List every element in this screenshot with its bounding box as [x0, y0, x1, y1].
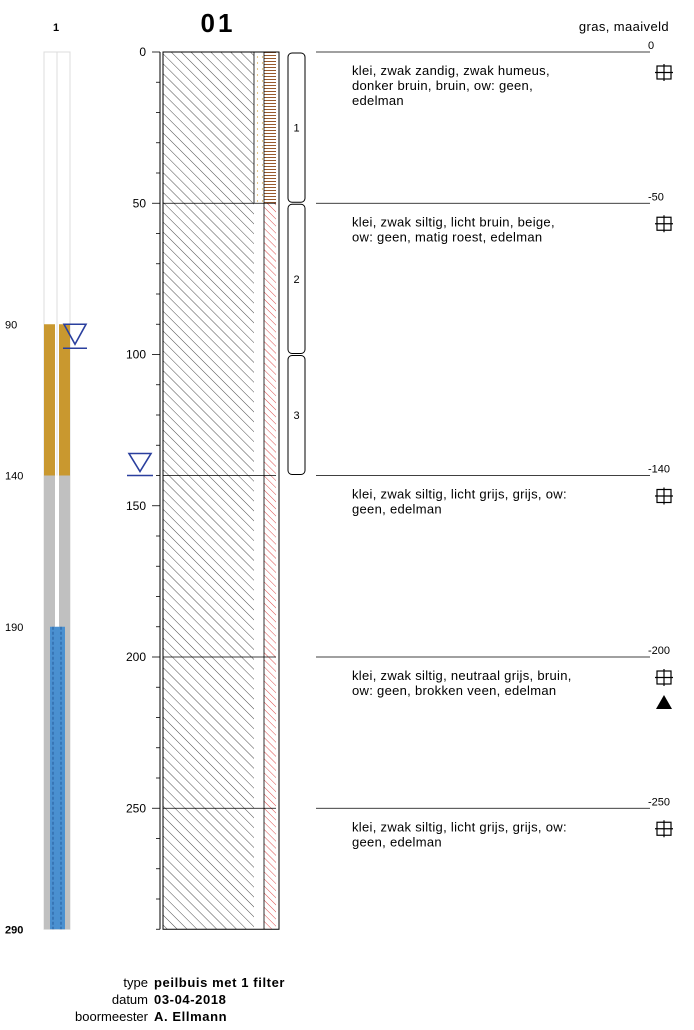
- clay-hatch: [163, 52, 254, 930]
- layer-description-line: donker bruin, bruin, ow: geen,: [352, 78, 533, 93]
- silt-pattern: [264, 203, 276, 476]
- layer-description-line: klei, zwak siltig, licht grijs, grijs, o…: [352, 819, 567, 834]
- boring-id: 01: [201, 8, 236, 38]
- sand-pattern: [254, 52, 264, 204]
- axis-tick-label: 50: [133, 196, 147, 210]
- column-border: [162, 51, 280, 930]
- sample-box: [287, 203, 306, 354]
- sample-intervals: 1 2 3: [287, 52, 306, 475]
- silt-pattern: [264, 657, 276, 809]
- footer-driller-row: boormeester A. Ellmann: [0, 1009, 694, 1025]
- layer-description-line: geen, edelman: [352, 502, 442, 517]
- silt-pattern: [264, 808, 276, 930]
- layer-description-line: klei, zwak siltig, neutraal grijs, bruin…: [352, 668, 572, 683]
- peat-marker-icon: [656, 695, 672, 709]
- footer-type-value: peilbuis met 1 filter: [154, 975, 286, 990]
- water-level-icon: [62, 323, 88, 346]
- groundwater-icon: [127, 452, 153, 474]
- pipe-depth-label: 90: [5, 319, 17, 331]
- pipe-depth-label: 190: [5, 622, 23, 634]
- pipe-depth-label: 290: [5, 924, 23, 936]
- filter-screen: [50, 626, 65, 930]
- bentonite-seal-left: [44, 324, 55, 476]
- layer-description-line: klei, zwak siltig, licht bruin, beige,: [352, 214, 555, 229]
- footer-type-row: type peilbuis met 1 filter: [0, 975, 694, 991]
- layer-description-line: ow: geen, brokken veen, edelman: [352, 683, 556, 698]
- silt-pattern: [264, 475, 276, 657]
- footer-date-value: 03-04-2018: [154, 992, 227, 1007]
- sample-label: 3: [293, 410, 299, 422]
- backfill-left: [44, 475, 55, 930]
- bentonite-seal-right: [59, 324, 70, 476]
- footer-date-row: datum 03-04-2018: [0, 992, 694, 1008]
- axis-tick-label: 250: [126, 801, 146, 815]
- layer-description-line: klei, zwak siltig, licht grijs, grijs, o…: [352, 487, 567, 502]
- surface-description: gras, maaiveld: [579, 19, 669, 34]
- sample-box: [287, 355, 306, 475]
- axis-tick-label: 0: [139, 45, 146, 59]
- depth-axis: 0 50 100 150 200 250: [126, 45, 161, 930]
- layer-depth-label: -250: [648, 796, 670, 808]
- layer-description-line: klei, zwak zandig, zwak humeus,: [352, 63, 550, 78]
- layer-description-line: edelman: [352, 93, 404, 108]
- sample-box: [287, 52, 306, 203]
- sample-label: 1: [293, 123, 299, 135]
- layer-description-line: geen, edelman: [352, 834, 442, 849]
- axis-tick-label: 100: [126, 348, 146, 362]
- layer-depth-label: -140: [648, 464, 670, 476]
- layer-description-line: ow: geen, matig roest, edelman: [352, 229, 542, 244]
- pipe-tube: [55, 475, 59, 627]
- pipe-number: 1: [53, 22, 59, 34]
- layer-depth-label: -50: [648, 191, 664, 203]
- axis-tick-label: 200: [126, 650, 146, 664]
- lithology-column: [162, 51, 280, 930]
- monitoring-well-pipe: 90 140 190 290: [5, 51, 88, 936]
- pipe-depth-label: 140: [5, 471, 23, 483]
- footer-type-label: type: [123, 975, 148, 990]
- footer-driller-value: A. Ellmann: [154, 1009, 228, 1024]
- layer-descriptions: 0 klei, zwak zandig, zwak humeus,donker b…: [316, 40, 673, 849]
- sample-label: 2: [293, 274, 299, 286]
- layer-depth-label: 0: [648, 40, 654, 52]
- layer-depth-label: -200: [648, 645, 670, 657]
- axis-tick-label: 150: [126, 499, 146, 513]
- footer-date-label: datum: [111, 992, 148, 1007]
- humus-pattern: [264, 52, 276, 204]
- footer-driller-label: boormeester: [75, 1009, 148, 1024]
